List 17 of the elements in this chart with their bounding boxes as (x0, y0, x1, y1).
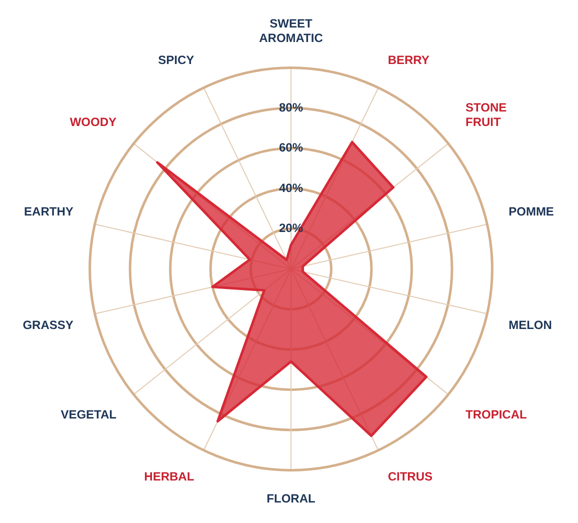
spoke-label: POMME (508, 204, 554, 218)
spoke-label: BERRY (388, 53, 430, 68)
y-tick-label: 40% (278, 180, 304, 195)
spoke-label: VEGETAL (60, 408, 116, 422)
spoke-label: WOODY (70, 114, 116, 129)
spoke-label: CITRUS (388, 470, 433, 484)
spoke-label: FLORAL (266, 492, 316, 506)
spoke-label: EARTHY (24, 204, 74, 218)
spoke-label: STONE FRUIT (466, 100, 507, 129)
spoke-label: MELON (508, 318, 552, 332)
y-tick-label: 60% (278, 140, 304, 155)
spoke-label: SPICY (158, 53, 194, 68)
spoke-label: TROPICAL (466, 408, 527, 422)
spoke-label: HERBAL (144, 470, 194, 484)
spoke-label: SWEET AROMATIC (259, 16, 324, 45)
y-tick-label: 80% (278, 100, 304, 114)
spoke-label: GRASSY (22, 318, 74, 332)
